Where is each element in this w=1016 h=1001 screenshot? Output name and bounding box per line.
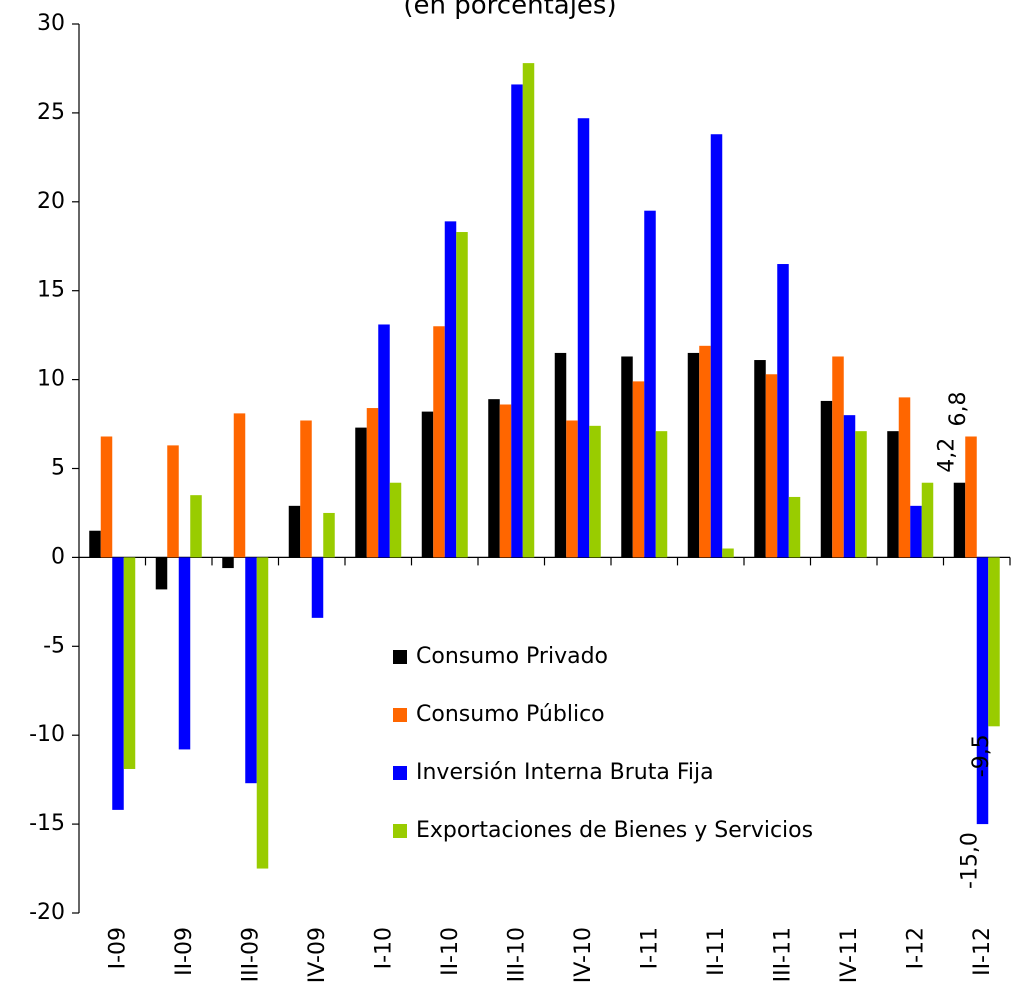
bar <box>511 84 523 558</box>
bar <box>566 420 578 558</box>
bar <box>366 408 379 558</box>
bar <box>921 482 934 558</box>
bar <box>953 482 966 558</box>
bar <box>965 436 977 558</box>
y-tick-label: -10 <box>29 722 65 747</box>
bar <box>112 557 124 810</box>
bar <box>421 411 434 558</box>
bar <box>323 512 335 558</box>
bar <box>820 400 833 558</box>
y-tick-label: 10 <box>37 367 65 392</box>
bar <box>644 210 656 558</box>
x-tick-label: I-11 <box>637 927 662 969</box>
legend-label: Consumo Privado <box>416 644 608 669</box>
bar <box>554 352 567 558</box>
x-tick-label: III-10 <box>504 927 529 982</box>
data-label: 4,2 <box>935 438 960 473</box>
bar <box>898 397 911 558</box>
bar <box>722 548 734 558</box>
legend-label: Exportaciones de Bienes y Servicios <box>416 818 813 843</box>
x-tick-label: II-12 <box>970 927 995 976</box>
x-tick-label: I-09 <box>105 927 130 969</box>
bar <box>155 557 168 590</box>
bar <box>687 352 700 558</box>
bar <box>621 356 633 558</box>
bar <box>389 482 402 558</box>
data-label: -9,5 <box>969 734 994 777</box>
x-tick-label: IV-11 <box>837 927 862 983</box>
bar <box>632 381 645 558</box>
bar <box>245 557 257 784</box>
data-label: -15,0 <box>958 832 983 889</box>
bar <box>444 221 457 558</box>
bar <box>887 431 899 558</box>
bar <box>233 413 246 558</box>
bar <box>123 557 136 769</box>
x-tick-label: II-11 <box>704 927 729 976</box>
y-tick-label: 30 <box>37 11 65 36</box>
bar <box>699 345 711 558</box>
legend-swatch <box>393 766 407 780</box>
y-tick-label: 0 <box>51 544 65 569</box>
bar <box>710 134 723 558</box>
legend-label: Inversión Interna Bruta Fija <box>416 760 714 785</box>
bar <box>311 557 324 618</box>
bar <box>788 496 801 558</box>
x-tick-label: II-10 <box>438 927 463 976</box>
y-tick-label: 15 <box>37 278 65 303</box>
x-tick-label: III-09 <box>238 927 263 982</box>
bar <box>843 415 856 558</box>
x-tick-label: I-10 <box>371 927 396 969</box>
bar <box>577 118 590 558</box>
x-tick-label: IV-10 <box>571 927 596 983</box>
bar <box>976 557 989 825</box>
y-tick-label: -20 <box>29 900 65 925</box>
y-tick-label: 25 <box>37 100 65 125</box>
bar <box>256 557 269 869</box>
bar <box>178 557 191 750</box>
bar <box>777 264 789 558</box>
bar <box>589 425 601 558</box>
x-tick-label: III-11 <box>770 927 795 982</box>
bar <box>488 399 500 558</box>
bar <box>222 557 234 569</box>
bar <box>522 63 535 558</box>
x-tick-label: II-09 <box>172 927 197 976</box>
legend-swatch <box>393 650 407 664</box>
bar <box>300 420 312 558</box>
bar <box>499 404 512 558</box>
y-tick-label: -15 <box>29 811 65 836</box>
bar <box>378 324 390 558</box>
bar <box>655 431 668 558</box>
bar <box>754 360 766 558</box>
bar <box>433 326 445 558</box>
chart-subtitle: (en porcentajes) <box>403 0 616 21</box>
bar <box>910 505 922 558</box>
legend-swatch <box>393 824 407 838</box>
bar <box>765 374 778 558</box>
data-label: 6,8 <box>946 391 971 426</box>
y-tick-label: 5 <box>51 456 65 481</box>
bar <box>100 436 113 558</box>
bar <box>190 495 202 558</box>
bar <box>288 505 301 558</box>
legend-swatch <box>393 708 407 722</box>
y-tick-label: 20 <box>37 189 65 214</box>
bar <box>855 431 867 558</box>
legend-label: Consumo Público <box>416 702 605 727</box>
x-tick-label: I-12 <box>903 927 928 969</box>
bar <box>355 427 367 558</box>
bar <box>988 557 1000 727</box>
bar <box>832 356 844 558</box>
bar <box>89 530 101 558</box>
y-tick-label: -5 <box>43 633 65 658</box>
bar <box>456 232 468 558</box>
x-tick-label: IV-09 <box>305 927 330 983</box>
bar <box>167 445 179 558</box>
